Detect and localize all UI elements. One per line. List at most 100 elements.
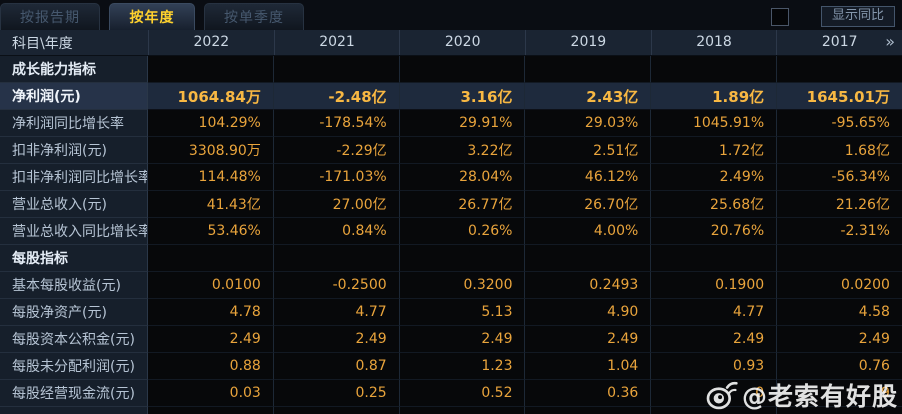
value-cell: [525, 407, 652, 414]
value-cell: -0.2500: [273, 272, 400, 299]
row-label: 扣非净利润(元): [0, 137, 148, 164]
value-cell: 1.72亿: [651, 137, 778, 164]
tab-by-report-period[interactable]: 按报告期: [0, 3, 100, 30]
tab-by-year[interactable]: 按年度: [109, 3, 195, 30]
value-cell: [525, 56, 652, 83]
corner-header: 科目\年度: [12, 35, 73, 52]
year-column-2020: 2020: [399, 30, 525, 55]
table-body: 成长能力指标 净利润(元) 1064.84万 -2.48亿 3.16亿 2.43亿 1.89…: [0, 56, 902, 414]
value-cell: 2.49: [399, 326, 526, 353]
table-row[interactable]: 扣非净利润同比增长率 114.48% -171.03% 28.04% 46.12% 2.4…: [0, 164, 902, 191]
row-label: 扣非净利润同比增长率: [0, 164, 148, 191]
table-row[interactable]: 每股未分配利润(元) 0.88 0.87 1.23 1.04 0.93 0.76: [0, 353, 902, 380]
row-label: [0, 407, 148, 414]
value-cell: [777, 56, 902, 83]
value-cell: 1.68亿: [777, 137, 902, 164]
value-cell: -2.31%: [777, 218, 902, 245]
show-yoy-control: 显示同比: [770, 6, 895, 27]
value-cell: -56.34%: [777, 164, 902, 191]
table-row[interactable]: 净利润(元) 1064.84万 -2.48亿 3.16亿 2.43亿 1.89亿 1645.…: [0, 83, 902, 110]
value-cell: -178.54%: [273, 110, 400, 137]
row-label: 净利润(元): [0, 83, 148, 110]
table-row[interactable]: 营业总收入(元) 41.43亿 27.00亿 26.77亿 26.70亿 25.68亿 21…: [0, 191, 902, 218]
value-cell: 3.16亿: [399, 83, 526, 110]
value-cell: [273, 245, 400, 272]
value-cell: [273, 407, 400, 414]
table-row[interactable]: 每股净资产(元) 4.78 4.77 5.13 4.90 4.77 4.58: [0, 299, 902, 326]
value-cell: 26.70亿: [525, 191, 652, 218]
value-cell: 41.43亿: [148, 191, 274, 218]
year-column-2021: 2021: [273, 30, 400, 55]
value-cell: [148, 56, 274, 83]
value-cell: 3308.90万: [148, 137, 274, 164]
value-cell: 4.58: [777, 299, 902, 326]
value-cell: 0.52: [399, 380, 526, 407]
value-cell: 3.22亿: [399, 137, 526, 164]
table-row[interactable]: 营业总收入同比增长率 53.46% 0.84% 0.26% 4.00% 20.76% -2.…: [0, 218, 902, 245]
table-row[interactable]: 基本每股收益(元) 0.0100 -0.2500 0.3200 0.2493 0.1900…: [0, 272, 902, 299]
value-cell: 1045.91%: [651, 110, 778, 137]
value-cell: [525, 245, 652, 272]
value-cell: 0.25: [273, 380, 400, 407]
value-cell: [777, 407, 902, 414]
show-yoy-label[interactable]: 显示同比: [820, 6, 895, 27]
period-tabbar: 按报告期 按年度 按单季度 显示同比: [0, 0, 902, 30]
value-cell: 5.13: [399, 299, 526, 326]
value-cell: 104.29%: [148, 110, 274, 137]
value-cell: [148, 407, 274, 414]
value-cell: 0.84%: [273, 218, 400, 245]
value-cell: 0.36: [525, 380, 652, 407]
value-cell: 1.04: [525, 353, 652, 380]
value-cell: 0.88: [148, 353, 274, 380]
value-cell: 2.49: [273, 326, 400, 353]
year-column-2017: 2017: [776, 30, 902, 55]
value-cell: 53.46%: [148, 218, 274, 245]
value-cell: -2.29亿: [273, 137, 400, 164]
table-header-row: 科目\年度 2022 2021 2020 2019 2018 2017 »: [0, 30, 902, 56]
value-cell: 0: [651, 380, 778, 407]
value-cell: 0.26%: [399, 218, 526, 245]
table-row[interactable]: 净利润同比增长率 104.29% -178.54% 29.91% 29.03% 1045.…: [0, 110, 902, 137]
value-cell: 20.76%: [651, 218, 778, 245]
value-cell: 4.77: [651, 299, 778, 326]
table-row[interactable]: 扣非净利润(元) 3308.90万 -2.29亿 3.22亿 2.51亿 1.72亿 1.6…: [0, 137, 902, 164]
value-cell: 2.49: [651, 326, 778, 353]
value-cell: 4.00%: [525, 218, 652, 245]
value-cell: 0.1900: [651, 272, 778, 299]
table-row[interactable]: 每股经营现金流(元) 0.03 0.25 0.52 0.36 0 9: [0, 380, 902, 407]
value-cell: 1.89亿: [651, 83, 778, 110]
value-cell: -2.48亿: [273, 83, 400, 110]
section-row: 成长能力指标: [0, 56, 902, 83]
value-cell: 4.77: [273, 299, 400, 326]
value-cell: 0.3200: [399, 272, 526, 299]
value-cell: 2.51亿: [525, 137, 652, 164]
value-cell: 114.48%: [148, 164, 274, 191]
row-label: 每股资本公积金(元): [0, 326, 148, 353]
value-cell: -171.03%: [273, 164, 400, 191]
value-cell: -95.65%: [777, 110, 902, 137]
more-years-chevron-icon[interactable]: »: [885, 32, 895, 51]
tab-by-quarter[interactable]: 按单季度: [204, 3, 304, 30]
value-cell: 2.49: [777, 326, 902, 353]
show-yoy-checkbox[interactable]: [770, 7, 789, 26]
value-cell: 9: [777, 380, 902, 407]
value-cell: [651, 407, 778, 414]
row-label: 每股经营现金流(元): [0, 380, 148, 407]
table-row[interactable]: 每股资本公积金(元) 2.49 2.49 2.49 2.49 2.49 2.49: [0, 326, 902, 353]
value-cell: 28.04%: [399, 164, 526, 191]
value-cell: [273, 56, 400, 83]
value-cell: 2.49: [148, 326, 274, 353]
value-cell: 0.93: [651, 353, 778, 380]
value-cell: [651, 56, 778, 83]
value-cell: 25.68亿: [651, 191, 778, 218]
year-column-2022: 2022: [148, 30, 274, 55]
value-cell: 2.49: [525, 326, 652, 353]
value-cell: 0.03: [148, 380, 274, 407]
row-label: 基本每股收益(元): [0, 272, 148, 299]
value-cell: 26.77亿: [399, 191, 526, 218]
value-cell: [399, 407, 526, 414]
value-cell: 4.90: [525, 299, 652, 326]
year-column-2019: 2019: [525, 30, 651, 55]
value-cell: 1645.01万: [777, 83, 902, 110]
value-cell: [399, 245, 526, 272]
